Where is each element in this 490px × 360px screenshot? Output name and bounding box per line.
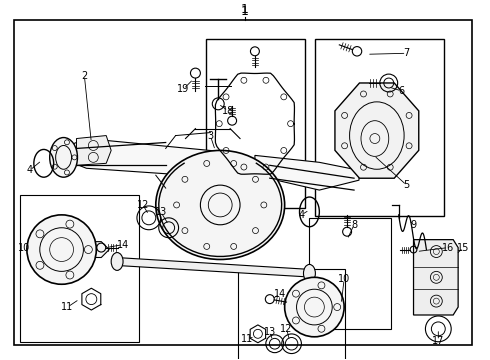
Text: 17: 17 (432, 336, 444, 346)
Text: 12: 12 (280, 324, 293, 334)
Text: 1: 1 (241, 3, 249, 16)
Polygon shape (255, 156, 359, 190)
Text: 16: 16 (442, 243, 454, 253)
Text: 6: 6 (398, 86, 405, 96)
Text: 14: 14 (273, 289, 286, 299)
Ellipse shape (49, 138, 77, 177)
Text: 18: 18 (222, 106, 234, 116)
Bar (238, 269, 345, 360)
Text: 7: 7 (403, 48, 410, 58)
Text: 15: 15 (457, 243, 469, 253)
Text: 13: 13 (264, 327, 276, 337)
Polygon shape (62, 242, 109, 257)
Text: 1: 1 (241, 5, 249, 18)
Text: 2: 2 (81, 71, 88, 81)
Text: 10: 10 (338, 274, 350, 284)
Bar (316, 39, 444, 216)
Text: 11: 11 (61, 302, 74, 312)
Text: 11: 11 (241, 334, 253, 344)
Bar (206, 39, 305, 208)
Ellipse shape (111, 252, 123, 270)
Text: 14: 14 (117, 240, 129, 249)
Text: 19: 19 (177, 84, 190, 94)
Bar (310, 218, 391, 329)
Text: 8: 8 (351, 220, 357, 230)
Text: 12: 12 (137, 200, 149, 210)
Circle shape (285, 277, 344, 337)
Polygon shape (76, 136, 111, 165)
Text: 4: 4 (27, 165, 33, 175)
Bar (20, 195, 139, 342)
Text: 9: 9 (411, 220, 416, 230)
Ellipse shape (303, 265, 316, 282)
Circle shape (27, 215, 97, 284)
Text: 3: 3 (207, 131, 213, 140)
Polygon shape (414, 240, 458, 315)
Ellipse shape (156, 150, 285, 260)
Polygon shape (62, 139, 255, 178)
Text: 4: 4 (298, 210, 305, 220)
Text: 10: 10 (18, 243, 30, 253)
Text: 5: 5 (403, 180, 410, 190)
Text: 13: 13 (155, 207, 167, 217)
Polygon shape (335, 83, 419, 178)
Polygon shape (116, 257, 315, 277)
